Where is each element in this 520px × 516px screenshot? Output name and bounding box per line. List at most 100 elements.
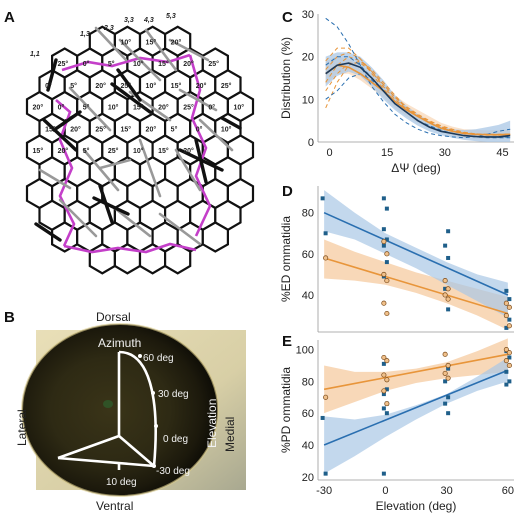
panel-c: C 0 10 20 30 0 15 30 45 ΔΨ (deg) Distribution (%) [279, 9, 514, 175]
angle-label: 0° [208, 104, 215, 112]
gray-orientation-bar [58, 198, 98, 238]
angle-label: 25° [208, 60, 219, 68]
orange-data-point [381, 300, 387, 306]
blue-data-point [384, 260, 389, 265]
ommatidia-angle-labels: 10° 15° 20° 25° 0° 5° 10° 15° 20° 25° 0° 5° 20° 25° 10… [30, 13, 244, 155]
black-orientation-bar [34, 222, 62, 242]
ommatidium-hex [201, 221, 229, 253]
orange-data-point [381, 238, 387, 245]
orange-data-point [384, 377, 390, 383]
orange-data-point [503, 312, 509, 319]
chart-e: 20 40 60 80 100 -30 0 30 60 Elevation (deg) %PD om… [279, 338, 514, 513]
ventral-label: Ventral [96, 499, 133, 513]
lateral-label: Lateral [15, 409, 29, 446]
black-orientation-bar [194, 138, 208, 184]
elevation-label: Elevation [205, 399, 219, 448]
blue-data-point [323, 471, 328, 476]
blue-data-point [446, 307, 451, 312]
angle-label: 5° [70, 82, 77, 90]
blue-data-point [504, 369, 509, 374]
orange-data-point [445, 286, 451, 292]
y-tick-label: 40 [302, 290, 314, 302]
gray-orientation-bar [144, 28, 178, 72]
gray-orientation-bar [138, 138, 162, 198]
coordinate-label: 1,3 [80, 31, 90, 38]
orange-data-point [506, 323, 512, 329]
blue-data-point [446, 411, 451, 416]
black-orientation-bar [92, 196, 130, 216]
medial-label: Medial [223, 417, 237, 452]
panel-b-letter: B [4, 309, 15, 326]
angle-label: 5° [108, 60, 115, 68]
angle-label: 20° [171, 38, 182, 46]
angle-label: 10° [120, 38, 131, 46]
angle-label: 10° [133, 147, 144, 155]
blue-data-point [381, 227, 386, 232]
orange-data-point [323, 255, 329, 261]
orange-data-point [384, 310, 390, 317]
tick-10: 10 deg [106, 477, 137, 488]
y-tick-label: 40 [302, 440, 314, 452]
coordinate-label: 1,1 [30, 51, 40, 58]
orange-mean-line [325, 64, 511, 136]
gray-orientation-bar [68, 86, 112, 132]
y-tick-label: 80 [302, 208, 314, 220]
panel-d: D 40 60 80 %ED ommatidia [279, 183, 514, 333]
blue-data-point [323, 231, 328, 236]
gray-orientation-bar [94, 26, 128, 62]
x-tick-label: 30 [439, 147, 451, 159]
angle-label: 20° [95, 82, 106, 90]
y-tick-label: 30 [302, 9, 314, 21]
y-tick-label: 20 [302, 472, 314, 484]
gray-orientation-bar [178, 88, 218, 112]
angle-label: 15° [120, 125, 131, 133]
tick-30: 30 deg [158, 389, 189, 400]
y-tick-label: 20 [302, 52, 314, 64]
pseudopupil [103, 400, 113, 408]
orange-data-point [381, 354, 387, 361]
dorsal-label: Dorsal [96, 310, 131, 324]
equator-segment [63, 242, 197, 254]
coordinate-label: 5,3 [166, 13, 176, 20]
angle-label: 15° [133, 104, 144, 112]
chart-c: 0 10 20 30 0 15 30 45 ΔΨ (deg) Distribution (%) [279, 9, 514, 175]
blue-ci-band [325, 52, 511, 142]
black-orientation-bar [46, 58, 58, 92]
equator-segment [188, 54, 212, 237]
angle-label: 10° [233, 104, 244, 112]
angle-label: 5° [83, 104, 90, 112]
blue-data-point [381, 406, 386, 411]
ommatidium-hex [164, 243, 192, 275]
y-tick-label: 80 [302, 376, 314, 388]
x-tick-label: 0 [382, 485, 388, 497]
orange-data-point [503, 358, 509, 364]
angle-label: 0° [196, 125, 203, 133]
x-tick-label: -30 [316, 485, 332, 497]
orange-data-point [503, 300, 509, 306]
angle-label: 15° [33, 147, 44, 155]
panel-d-letter: D [282, 183, 293, 200]
blue-data-point [443, 243, 448, 248]
blue-data-point [384, 387, 389, 392]
blue-data-point [384, 206, 389, 211]
orange-data-point [384, 251, 390, 257]
blue-regression-line [323, 211, 509, 296]
x-axis-label: ΔΨ (deg) [391, 161, 440, 175]
x-tick-label: 45 [496, 147, 508, 159]
blue-data-point [320, 415, 325, 420]
angle-label: 10° [146, 82, 157, 90]
hexagonal-ommatidia-lattice [25, 25, 255, 275]
x-axis-label: Elevation (deg) [376, 499, 457, 513]
orange-data-point [384, 278, 390, 284]
y-tick-label: 10 [302, 94, 314, 106]
angle-label: 15° [45, 125, 56, 133]
angle-label: 20° [183, 147, 194, 155]
y-tick-label: 0 [308, 137, 314, 149]
angle-label: 20° [70, 125, 81, 133]
orange-data-point [381, 271, 387, 277]
blue-data-point [381, 392, 386, 397]
orange-data-point [381, 372, 387, 378]
equator-segment [61, 53, 191, 72]
angle-label: 20° [33, 104, 44, 112]
angle-label: 15° [158, 147, 169, 155]
